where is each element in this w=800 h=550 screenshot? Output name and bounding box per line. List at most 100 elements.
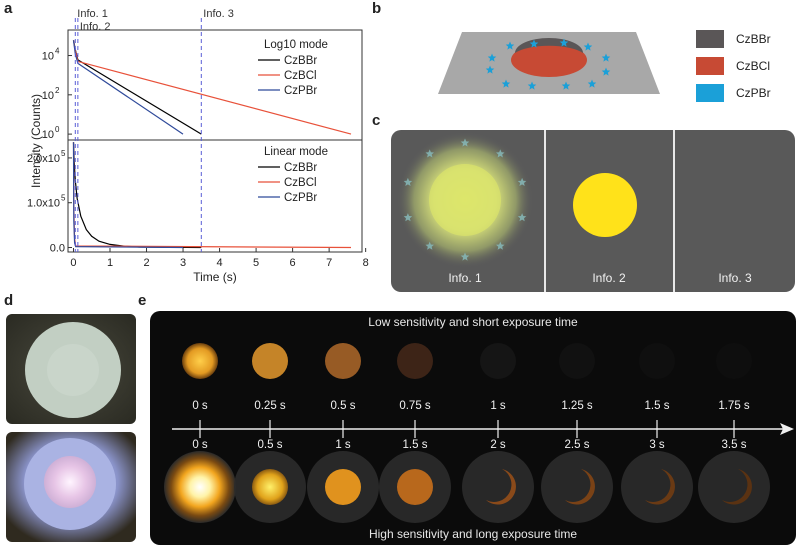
- info1-core: [429, 164, 501, 236]
- bottom-time-label: 1 s: [335, 439, 351, 451]
- info1-star: [425, 149, 434, 158]
- panel-label-e: e: [138, 292, 147, 309]
- linear-y-tick-label: 2.0x10: [27, 153, 60, 165]
- linear-y-tick-label: 0.0: [50, 243, 65, 255]
- legend-swatch-czpbr: [696, 84, 724, 102]
- bottom-halo-8: [698, 451, 770, 523]
- legend-label-czpbr: CzPBr: [284, 192, 317, 204]
- czpbr-star: [505, 41, 515, 50]
- panel-label-b: b: [372, 0, 382, 17]
- legend-label-czbbr: CzBBr: [284, 55, 317, 67]
- x-tick-label: 5: [253, 257, 259, 269]
- legend-label-czpbr: CzPBr: [284, 85, 317, 97]
- photo-sample-daylight: [6, 314, 136, 424]
- legend-swatch-czbbr: [696, 30, 724, 48]
- info2-label: Info. 2: [592, 271, 626, 285]
- top-spot-8: [716, 343, 752, 379]
- top-time-label: 1.5 s: [644, 400, 670, 412]
- bottom-spot-3: [325, 469, 361, 505]
- log-y-tick-exponent: 4: [55, 47, 60, 56]
- linear-mode-title: Linear mode: [264, 146, 328, 158]
- photo-sample-uv: [6, 432, 136, 542]
- panel-label-c: c: [372, 112, 381, 129]
- czpbr-star: [559, 38, 569, 47]
- x-tick-label: 0: [70, 257, 76, 269]
- legend-label-czbbr: CzBBr: [284, 162, 317, 174]
- log-mode-title: Log10 mode: [264, 39, 328, 51]
- info1-star: [517, 213, 527, 222]
- info1-label: Info. 1: [448, 271, 482, 285]
- top-time-label: 0.75 s: [399, 400, 431, 412]
- bottom-time-label: 0.5 s: [257, 439, 283, 451]
- y-axis-label: Intensity (Counts): [29, 94, 43, 188]
- info-line-label-1: Info. 1: [77, 8, 108, 20]
- top-spot-3: [325, 343, 361, 379]
- panel-e-timeseries: Low sensitivity and short exposure time …: [150, 311, 796, 545]
- top-time-label: 1 s: [490, 400, 506, 412]
- legend-swatch-czbcl: [696, 57, 724, 75]
- info1-star: [460, 138, 470, 147]
- info1-star: [517, 177, 527, 186]
- top-time-label: 0.5 s: [330, 400, 356, 412]
- x-tick-label: 1: [107, 257, 113, 269]
- legend-label-czbcl: CzBCl: [284, 70, 317, 82]
- info1-star: [403, 213, 413, 222]
- info1-star: [460, 252, 470, 261]
- legend-label-czbbr: CzBBr: [736, 32, 771, 46]
- top-time-label: 0.25 s: [254, 400, 286, 412]
- info1-star: [425, 241, 434, 250]
- info-line-label-2: Info. 2: [80, 21, 111, 33]
- bottom-time-label: 0 s: [192, 439, 208, 451]
- info3-label: Info. 3: [718, 271, 752, 285]
- bottom-crescent-6: [565, 469, 595, 505]
- info1-star: [496, 241, 505, 250]
- top-time-label: 1.25 s: [561, 400, 593, 412]
- czpbr-star: [529, 39, 539, 48]
- top-time-label: 1.75 s: [718, 400, 750, 412]
- x-tick-label: 3: [180, 257, 186, 269]
- czpbr-star: [587, 79, 597, 88]
- log-y-tick-exponent: 0: [55, 125, 60, 134]
- log-y-tick-label: 10: [42, 129, 54, 141]
- linear-y-tick-exponent: 5: [61, 149, 66, 158]
- bottom-time-label: 3.5 s: [721, 439, 747, 451]
- plot-frame: [67, 29, 363, 253]
- bottom-time-label: 2 s: [490, 439, 506, 451]
- top-time-label: 0 s: [192, 400, 208, 412]
- time-arrow-head: [780, 423, 794, 435]
- top-caption: Low sensitivity and short exposure time: [368, 315, 578, 329]
- log-y-tick-label: 10: [42, 90, 54, 102]
- x-axis-label: Time (s): [193, 270, 237, 284]
- panel-e-drawing: [164, 343, 794, 523]
- panel-label-a: a: [4, 0, 13, 17]
- bottom-spot-2: [252, 469, 288, 505]
- czpbr-star: [583, 42, 593, 51]
- log-series-line-czpbr: [72, 40, 184, 135]
- x-tick-label: 6: [290, 257, 296, 269]
- legend-label-czpbr: CzPBr: [736, 86, 771, 100]
- linear-series-line-czbbr: [72, 142, 202, 249]
- czpbr-star: [601, 53, 611, 62]
- panel-b-schematic: CzBBr CzBCl CzPBr: [438, 30, 771, 102]
- czpbr-star: [487, 53, 497, 62]
- bottom-halo-5: [462, 451, 534, 523]
- bottom-halo-1: [164, 451, 236, 523]
- top-spot-5: [480, 343, 516, 379]
- czpbr-star: [601, 67, 611, 76]
- top-spot-7: [639, 343, 675, 379]
- czpbr-star: [485, 65, 495, 74]
- bottom-spot-4: [397, 469, 433, 505]
- x-tick-label: 8: [363, 257, 369, 269]
- info-line-label-3: Info. 3: [203, 8, 234, 20]
- bottom-time-label: 3 s: [649, 439, 665, 451]
- bottom-halo-6: [541, 451, 613, 523]
- x-tick-label: 2: [143, 257, 149, 269]
- bottom-crescent-7: [645, 469, 675, 505]
- x-tick-label: 7: [326, 257, 332, 269]
- log-y-tick-label: 10: [42, 51, 54, 63]
- linear-y-tick-exponent: 5: [61, 194, 66, 203]
- linear-y-tick-label: 1.0x10: [27, 198, 60, 210]
- bottom-crescent-8: [722, 469, 752, 505]
- top-spot-2: [252, 343, 288, 379]
